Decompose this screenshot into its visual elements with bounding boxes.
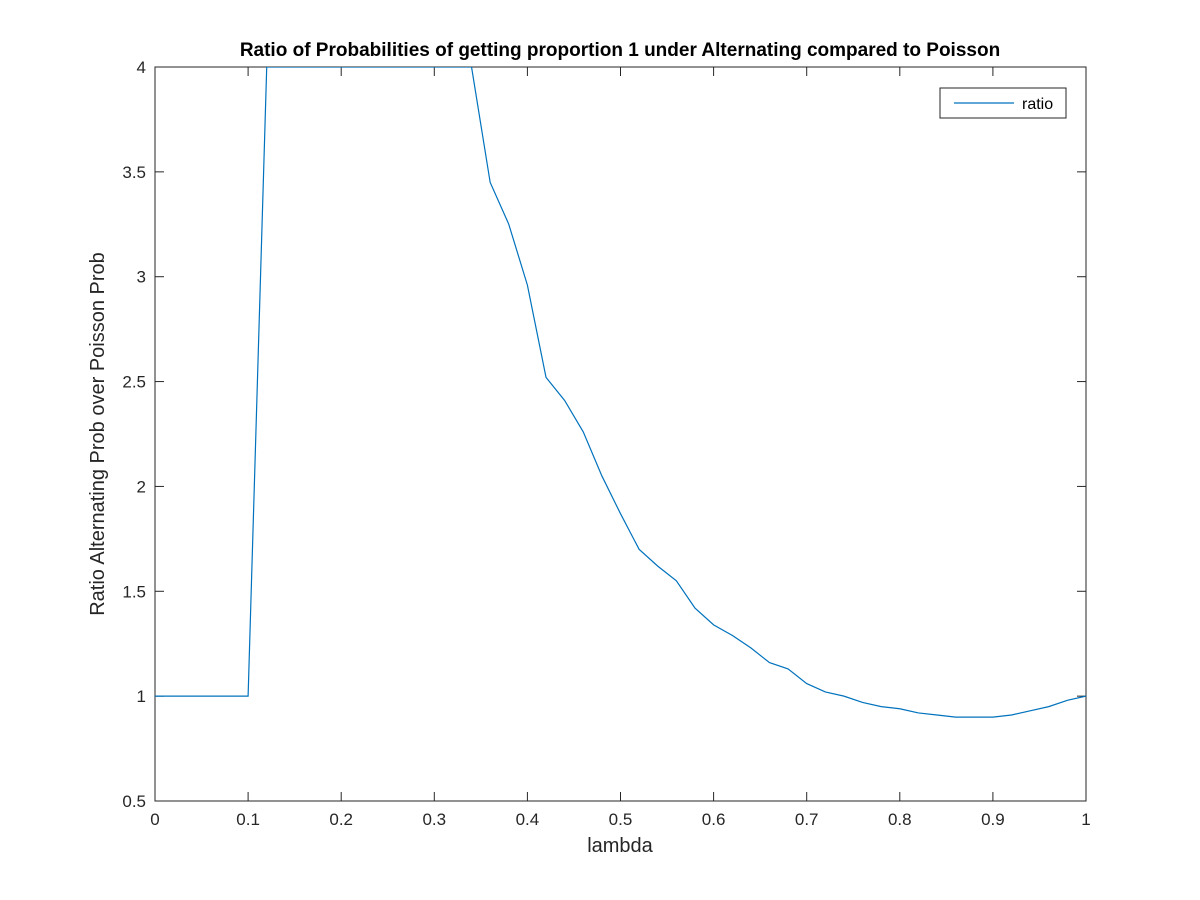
y-tick-label-3: 2 xyxy=(137,477,146,496)
series-line-ratio xyxy=(155,67,1086,718)
x-tick-label-6: 0.6 xyxy=(702,810,726,829)
x-tick-label-1: 0.1 xyxy=(236,810,260,829)
x-tick-label-2: 0.2 xyxy=(329,810,353,829)
x-tick-label-9: 0.9 xyxy=(981,810,1005,829)
y-tick-label-6: 3.5 xyxy=(122,163,146,182)
y-tick-label-1: 1 xyxy=(137,687,146,706)
chart-title: Ratio of Probabilities of getting propor… xyxy=(240,40,1000,61)
x-tick-label-7: 0.7 xyxy=(795,810,819,829)
x-tick-label-10: 1 xyxy=(1081,810,1090,829)
x-tick-label-8: 0.8 xyxy=(888,810,912,829)
y-tick-label-7: 4 xyxy=(137,58,146,77)
legend-label: ratio xyxy=(1022,96,1053,113)
x-tick-label-4: 0.4 xyxy=(516,810,540,829)
y-axis-label: Ratio Alternating Prob over Poisson Prob xyxy=(87,252,109,616)
x-tick-label-0: 0 xyxy=(150,810,159,829)
y-tick-label-5: 3 xyxy=(137,268,146,287)
x-tick-label-3: 0.3 xyxy=(422,810,446,829)
y-tick-label-2: 1.5 xyxy=(122,582,146,601)
y-tick-label-4: 2.5 xyxy=(122,373,146,392)
plot-area: 0 0.1 0.2 0.3 0.4 0.5 0.6 0.7 0.8 0.9 1 0.5 1 1.5 2 2.5… xyxy=(122,58,1090,829)
y-tick-label-0: 0.5 xyxy=(122,792,146,811)
x-tick-label-5: 0.5 xyxy=(609,810,633,829)
x-axis-label: lambda xyxy=(587,835,653,857)
